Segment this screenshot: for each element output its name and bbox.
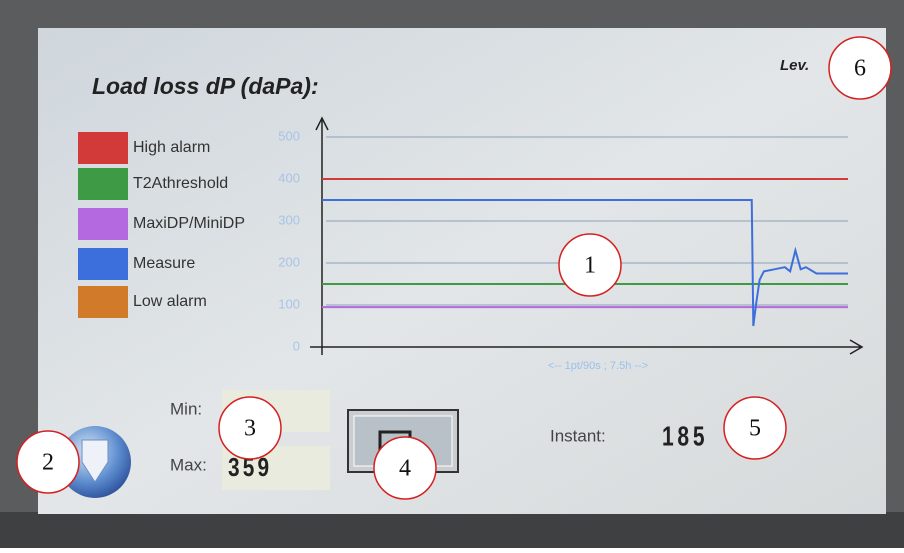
y-tick-label: 200: [278, 254, 300, 269]
callout-number: 6: [854, 56, 866, 82]
callout-number: 1: [584, 253, 596, 279]
legend-swatch: [78, 168, 128, 200]
callout-number: 4: [399, 456, 411, 482]
callout-number: 5: [749, 416, 761, 442]
legend-label: Low alarm: [133, 293, 207, 310]
bezel-bottom: [0, 512, 904, 548]
legend-label: MaxiDP/MiniDP: [133, 215, 245, 232]
instant-value: 185: [662, 422, 708, 453]
y-tick-label: 400: [278, 170, 300, 185]
x-axis-label: <-- 1pt/90s ; 7.5h -->: [548, 360, 648, 372]
y-tick-label: 500: [278, 128, 300, 143]
legend-label: T2Athreshold: [133, 175, 228, 192]
callout-number: 3: [244, 416, 256, 442]
legend-swatch: [78, 208, 128, 240]
instant-label: Instant:: [550, 426, 606, 445]
callout-number: 2: [42, 450, 54, 476]
legend-swatch: [78, 286, 128, 318]
legend-swatch: [78, 248, 128, 280]
legend-label: Measure: [133, 255, 195, 272]
screen-photo: Load loss dP (daPa): Lev. 0 100 200 300 400 5…: [0, 0, 904, 548]
max-label: Max:: [170, 455, 207, 474]
min-label: Min:: [170, 399, 202, 418]
y-tick-label: 100: [278, 296, 300, 311]
y-tick-label: 300: [278, 212, 300, 227]
legend-label: High alarm: [133, 139, 210, 156]
y-tick-label: 0: [293, 338, 300, 353]
level-label: Lev.: [780, 57, 809, 74]
chart-title: Load loss dP (daPa):: [92, 73, 319, 99]
legend-swatch: [78, 132, 128, 164]
